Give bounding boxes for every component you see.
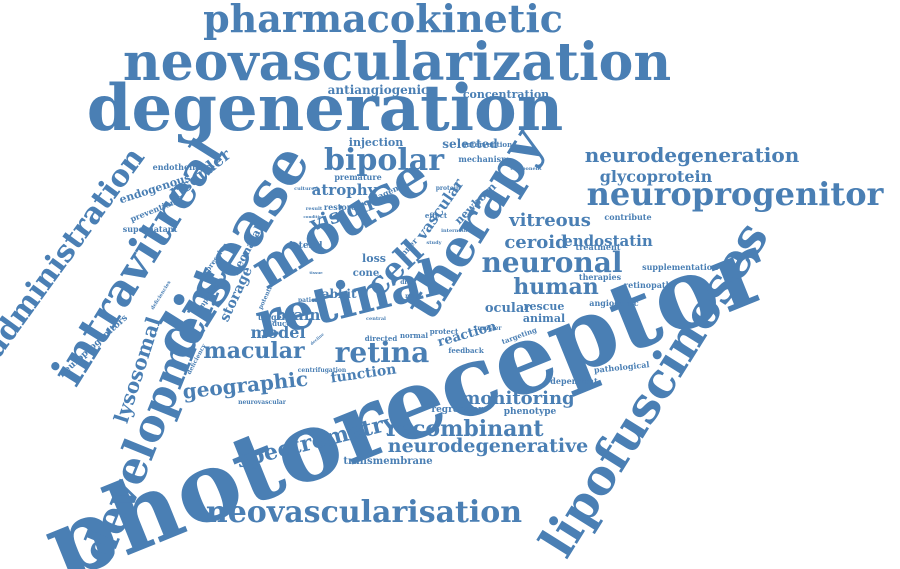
cloud-word-neurodegenerative: neurodegenerative — [388, 435, 589, 457]
cloud-word-cone: cone — [353, 268, 379, 279]
cloud-word-neovascularisation: neovascularisation — [206, 495, 522, 530]
cloud-word-normal: normal — [400, 331, 428, 340]
cloud-word-neovascularization: neovascularization — [123, 32, 671, 93]
cloud-word-rabbit: rabbit — [316, 287, 357, 301]
cloud-word-may: may — [405, 293, 419, 300]
cloud-word-pharmacokinetic: pharmacokinetic — [203, 0, 563, 41]
cloud-word-ocular: ocular — [485, 301, 531, 316]
cloud-word-transfer: transfer — [474, 325, 502, 332]
cloud-word-neuronal: neuronal — [481, 246, 622, 279]
cloud-word-glycoprotein: glycoprotein — [600, 167, 713, 186]
cloud-word-feedback: feedback — [448, 346, 484, 355]
cloud-word-bipolar: bipolar — [324, 143, 445, 178]
cloud-word-directed: directed — [365, 334, 398, 343]
cloud-word-brain: brain — [276, 306, 321, 324]
cloud-word-animal: animal — [523, 312, 565, 325]
cloud-word-vitreous: vitreous — [508, 210, 591, 231]
cloud-word-concentration: concentration — [463, 88, 549, 101]
cloud-word-rescue: rescue — [524, 300, 565, 313]
cloud-word-study: study — [426, 240, 442, 246]
cloud-word-macular: macular — [203, 338, 305, 364]
cloud-word-neurovascular: neurovascular — [238, 399, 287, 406]
cloud-word-neuroprogenitor: neuroprogenitor — [587, 175, 885, 213]
cloud-word-treatment: treatment — [576, 242, 621, 252]
cloud-word-ceroid: ceroid — [504, 232, 568, 253]
cloud-word-angiogenic: angiogenic — [589, 298, 639, 308]
cloud-word-effect: effect — [425, 211, 448, 220]
cloud-word-human: human — [513, 274, 599, 300]
cloud-word-drp: drp — [400, 279, 412, 286]
cloud-word-restore: restore — [324, 202, 356, 212]
cloud-word-condition: condition — [303, 214, 324, 219]
cloud-word-intervention: intervention — [464, 140, 512, 149]
cloud-word-loss: loss — [362, 252, 386, 265]
cloud-word-component: component — [510, 166, 542, 172]
cloud-word-neurodegeneration: neurodegeneration — [585, 143, 800, 167]
cloud-word-patient: patient — [298, 297, 322, 304]
cloud-word-protein: protein — [436, 185, 461, 192]
cloud-word-supplementation: supplementation — [642, 262, 718, 272]
cloud-word-monitoring: monitoring — [461, 388, 575, 409]
cloud-word-result: result — [306, 206, 323, 212]
cloud-word-degeneration: degeneration — [87, 71, 563, 146]
cloud-word-induced: induced — [264, 319, 295, 328]
cloud-word-transmembrane: transmembrane — [343, 456, 432, 467]
cloud-word-injection: injection — [349, 136, 403, 149]
cloud-word-centrifugation: centrifugation — [298, 367, 347, 374]
cloud-word-endothelial: endothelial — [153, 162, 204, 172]
cloud-word-phenotype: phenotype — [504, 407, 557, 417]
cloud-word-interneuron: interneuron — [441, 228, 475, 234]
cloud-word-retina: retina — [335, 336, 430, 369]
cloud-word-lateral: lateral — [289, 241, 323, 251]
cloud-word-targeted: targeted — [258, 312, 297, 322]
cloud-word-recombinant: recombinant — [386, 416, 544, 442]
cloud-word-central: central — [366, 316, 386, 322]
cloud-word-model: model — [250, 323, 305, 342]
cloud-word-cultured: cultured — [294, 186, 318, 192]
cloud-word-atrophy: atrophy — [312, 181, 378, 199]
cloud-word-antiangiogenic: antiangiogenic — [328, 83, 429, 97]
cloud-word-endostatin: endostatin — [563, 232, 653, 250]
cloud-word-contribute: contribute — [604, 212, 651, 222]
cloud-word-selected: selected — [442, 137, 498, 151]
cloud-word-therapies: therapies — [579, 272, 622, 282]
cloud-word-premature: premature — [334, 172, 381, 182]
cloud-word-mechanism: mechanism — [458, 154, 510, 164]
cloud-word-supernatant: supernatant — [123, 224, 178, 234]
cloud-word-tissue: tissue — [309, 270, 323, 275]
cloud-word-protect: protect — [430, 327, 459, 336]
cloud-word-dependent: dependent — [550, 376, 598, 386]
cloud-word-retinopathy: retinopathy — [624, 280, 676, 290]
cloud-word-regression: regression — [431, 405, 485, 415]
